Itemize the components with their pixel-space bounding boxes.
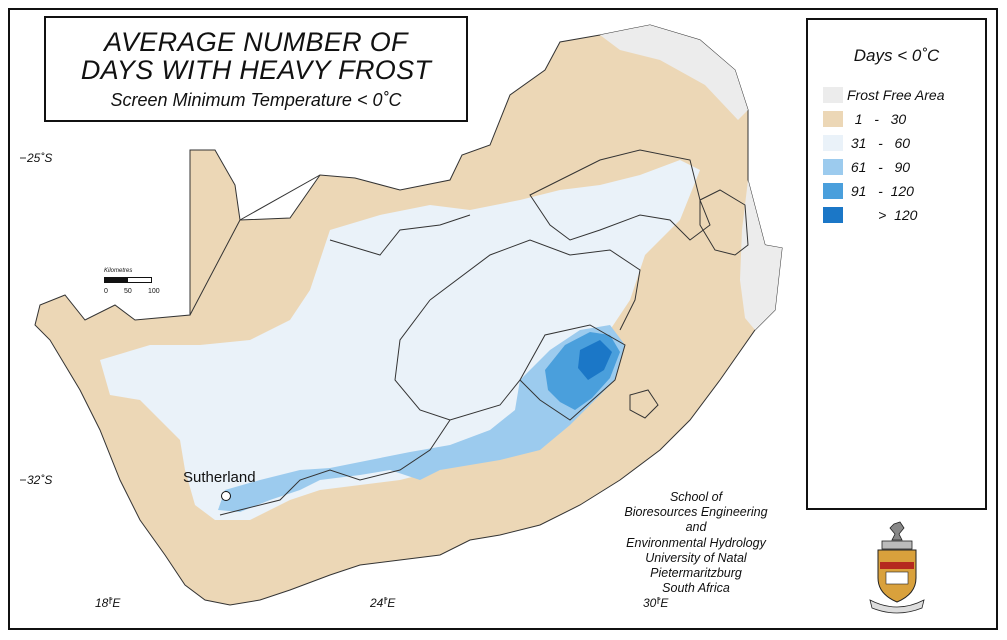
legend-label: > 120 — [847, 207, 918, 223]
lon-label-30e: 30˚E — [643, 596, 669, 610]
frost-map — [20, 24, 783, 606]
legend-title: Days < 0˚C — [853, 46, 940, 65]
scale-tick-50: 50 — [124, 288, 132, 295]
legend-swatch — [823, 159, 843, 175]
legend-item-1-30: 1 - 30 — [823, 111, 983, 128]
lat-label-25s: 25˚S — [27, 151, 53, 165]
legend-swatch — [823, 111, 843, 127]
university-crest-icon — [869, 521, 925, 614]
legend-swatch — [823, 135, 843, 151]
institution-credit: School of Bioresources Engineering and E… — [596, 490, 796, 596]
institution-line: Bioresources Engineering — [624, 505, 768, 520]
station-marker-sutherland — [221, 491, 231, 501]
legend-label: 1 - 30 — [847, 111, 907, 127]
scale-bar-graphic — [104, 277, 152, 283]
legend-label: 31 - 60 — [847, 135, 911, 151]
province-borders — [189, 149, 749, 516]
legend-swatch — [823, 207, 843, 223]
scale-tick-100: 100 — [148, 288, 160, 295]
scale-bar-title: Kilometres — [104, 268, 133, 274]
institution-line: and — [685, 520, 707, 535]
legend-label: Frost Free Area — [847, 87, 945, 103]
title-box: AVERAGE NUMBER OF DAYS WITH HEAVY FROST … — [44, 16, 468, 122]
map-title-line1: AVERAGE NUMBER OF — [104, 27, 408, 57]
institution-line: South Africa — [662, 581, 730, 596]
institution-line: School of — [669, 490, 723, 504]
legend-item-91-120: 91 - 120 — [823, 183, 983, 200]
institution-line: University of Natal — [645, 550, 747, 565]
legend-swatch — [823, 87, 843, 103]
zone-over-120 — [578, 340, 612, 380]
map-subtitle: Screen Minimum Temperature < 0˚C — [110, 90, 402, 110]
lon-label-24e: 24˚E — [370, 596, 396, 610]
legend-item-over-120: > 120 — [823, 207, 983, 224]
legend-item-61-90: 61 - 90 — [823, 159, 983, 176]
legend: Days < 0˚C Frost Free Area 1 - 30 31 - 6… — [806, 18, 987, 510]
institution-line: Pietermaritzburg — [650, 566, 742, 581]
scale-tick-0: 0 — [104, 288, 108, 295]
legend-label: 91 - 120 — [847, 183, 914, 199]
station-label-sutherland: Sutherland — [183, 469, 256, 486]
frost-free-ne — [600, 25, 748, 120]
legend-swatch — [823, 183, 843, 199]
lat-label-32s: 32˚S — [27, 473, 53, 487]
graticule-ticks — [20, 157, 659, 604]
scale-bar: Kilometres 0 50 100 — [104, 268, 164, 302]
legend-item-31-60: 31 - 60 — [823, 135, 983, 152]
legend-item-frost-free: Frost Free Area — [823, 87, 983, 104]
institution-line: Environmental Hydrology — [626, 535, 766, 550]
lon-label-18e: 18˚E — [95, 596, 121, 610]
frost-free-east — [740, 180, 782, 330]
legend-label: 61 - 90 — [847, 159, 911, 175]
map-title-line2: DAYS WITH HEAVY FROST — [80, 55, 432, 85]
